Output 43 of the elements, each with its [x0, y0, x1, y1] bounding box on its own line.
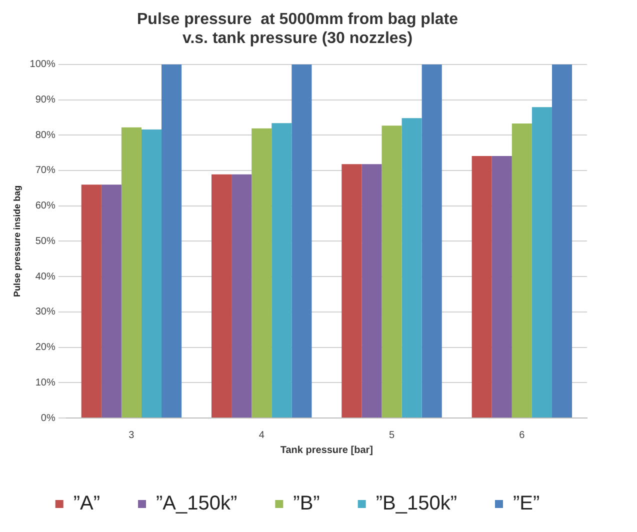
bar [422, 64, 442, 418]
y-axis-title: Pulse pressure inside bag [12, 185, 22, 297]
legend-label: ”A” [73, 492, 100, 515]
bar [272, 123, 292, 418]
x-axis-title: Tank pressure [bar] [280, 444, 373, 456]
x-tick-label: 6 [519, 430, 526, 441]
legend-label: ”B_150k” [376, 492, 457, 515]
x-tick-label: 5 [388, 430, 395, 441]
bar [162, 64, 182, 418]
bar [141, 129, 162, 418]
y-tick-label: 30% [35, 306, 56, 318]
bar [81, 184, 102, 418]
legend-label: ”E” [512, 492, 540, 515]
legend-label: ”B” [293, 492, 320, 515]
y-tick-label: 50% [35, 236, 56, 247]
y-tick-label: 80% [35, 130, 56, 141]
bar [532, 107, 552, 418]
bar [101, 184, 122, 418]
x-tick-label: 3 [128, 430, 135, 441]
bar [552, 64, 572, 418]
bar [292, 64, 312, 418]
y-tick-label: 60% [35, 200, 56, 212]
bar [492, 156, 512, 418]
bar [362, 164, 382, 418]
bar [342, 164, 362, 418]
chart-title: Pulse pressure at 5000mm from bag plate v.s. tank pressure (30 nozzles) [136, 11, 458, 48]
bar [252, 128, 272, 418]
y-tick-label: 20% [35, 342, 56, 354]
bar [121, 127, 142, 418]
y-tick-label: 0% [40, 412, 56, 424]
bar [402, 118, 422, 418]
bar [232, 174, 252, 418]
y-tick-label: 70% [35, 165, 56, 176]
y-tick-label: 90% [35, 94, 56, 106]
bar [382, 126, 402, 418]
y-tick-label: 100% [30, 59, 56, 70]
bar [472, 156, 492, 418]
bar [512, 123, 532, 418]
y-tick-label: 40% [35, 271, 56, 282]
legend-label: ”A_150k” [156, 492, 238, 515]
y-tick-label: 10% [35, 377, 56, 388]
x-tick-label: 4 [258, 430, 265, 441]
bar [212, 174, 232, 418]
